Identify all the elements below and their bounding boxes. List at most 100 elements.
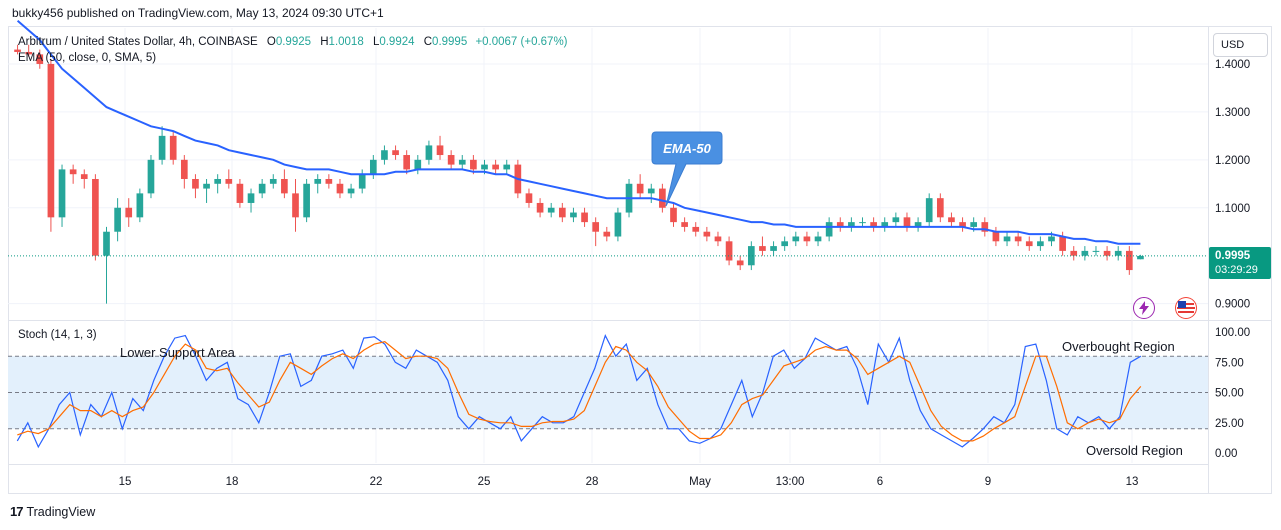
- candlesticks: [14, 44, 1144, 304]
- candle-body: [892, 217, 900, 223]
- candle-body: [303, 183, 310, 218]
- time-axis-divider: [8, 464, 1208, 465]
- candle-body: [158, 135, 166, 160]
- candle-body: [447, 155, 455, 165]
- candle-body: [92, 178, 99, 256]
- stoch-d-line: [17, 341, 1142, 442]
- candle-body: [214, 178, 222, 184]
- price-tick-label: 1.1000: [1215, 203, 1250, 215]
- candle-body: [58, 169, 66, 218]
- candle-body: [592, 222, 600, 232]
- candle-body: [759, 246, 766, 251]
- price-tick-label: 1.3000: [1215, 107, 1250, 119]
- candle-body: [703, 231, 711, 237]
- candle-body: [558, 207, 566, 218]
- candle-body: [236, 183, 244, 203]
- candle-body: [547, 207, 555, 213]
- candle-body: [458, 159, 466, 165]
- candle-body: [825, 222, 833, 237]
- candle-body: [80, 174, 88, 179]
- candle-body: [281, 178, 288, 194]
- stoch-lines: [16, 334, 1142, 449]
- candle-body: [69, 169, 77, 175]
- candle-body: [1070, 250, 1078, 256]
- candle-body: [481, 164, 488, 170]
- candle-body: [1003, 236, 1011, 242]
- candle-body: [936, 198, 944, 218]
- candle-body: [1059, 236, 1066, 251]
- candle-body: [770, 246, 777, 251]
- candle-body: [203, 183, 210, 189]
- price-tick-label: 1.4000: [1215, 59, 1250, 71]
- candle-body: [536, 202, 544, 213]
- stoch-tick-label: 75.00: [1215, 357, 1244, 369]
- ema-50-path: [16, 20, 1141, 245]
- candle-body: [948, 217, 955, 223]
- candle-body: [636, 183, 644, 194]
- candle-body: [992, 231, 1000, 242]
- price-axis-divider: [1208, 26, 1209, 494]
- candle-body: [670, 207, 677, 223]
- pane-divider: [8, 320, 1272, 321]
- candle-body: [736, 260, 744, 266]
- close-value: 0.9995: [432, 36, 468, 48]
- candle-body: [147, 159, 155, 194]
- candle-body: [1103, 250, 1111, 256]
- stoch-k-line: [16, 334, 1142, 449]
- candle-body: [369, 159, 377, 175]
- stoch-legend[interactable]: Stoch (14, 1, 3): [18, 329, 97, 341]
- candle-body: [314, 178, 322, 184]
- candle-body: [36, 54, 44, 64]
- time-tick-label: 13: [1126, 476, 1139, 488]
- candle-body: [125, 207, 133, 218]
- us-flag-icon[interactable]: [1175, 297, 1197, 319]
- candle-body: [581, 212, 588, 223]
- candle-body: [614, 212, 622, 237]
- tradingview-logo[interactable]: 17 TradingView: [10, 504, 95, 519]
- symbol-legend: Arbitrum / United States Dollar, 4h, COI…: [18, 36, 568, 48]
- candle-body: [603, 231, 611, 237]
- time-tick-label: 6: [877, 476, 883, 488]
- overbought-label: Overbought Region: [1062, 339, 1175, 354]
- candle-body: [1037, 241, 1044, 247]
- price-tick-label: 0.9000: [1215, 299, 1250, 311]
- candle-body: [570, 212, 577, 218]
- currency-button[interactable]: USD: [1213, 33, 1268, 57]
- candle-body: [436, 145, 444, 156]
- candle-body: [792, 236, 800, 242]
- lightning-icon[interactable]: [1133, 297, 1155, 319]
- time-tick-label: May: [689, 476, 711, 488]
- candle-body: [870, 222, 877, 227]
- candle-body: [814, 236, 822, 242]
- candle-body: [1137, 255, 1144, 260]
- candle-body: [1114, 250, 1122, 256]
- candle-body: [503, 164, 511, 170]
- candle-body: [1081, 250, 1089, 256]
- candle-body: [325, 178, 333, 184]
- candle-body: [1048, 236, 1055, 242]
- candle-body: [647, 188, 655, 194]
- stoch-tick-label: 50.00: [1215, 388, 1244, 400]
- stoch-band-fill: [8, 356, 1208, 429]
- candle-body: [925, 198, 933, 223]
- chart-frame: [8, 26, 1272, 494]
- price-tick-label: 1.2000: [1215, 155, 1250, 167]
- candle-body: [525, 193, 533, 203]
- change-value: +0.0067 (+0.67%): [475, 36, 568, 48]
- candle-body: [169, 135, 177, 160]
- candle-body: [747, 246, 755, 266]
- candle-body: [725, 241, 733, 261]
- ema-legend[interactable]: EMA (50, close, 0, SMA, 5): [18, 52, 157, 64]
- candle-body: [103, 231, 110, 256]
- candle-body: [692, 226, 700, 232]
- candle-body: [1025, 241, 1033, 247]
- candle-body: [781, 241, 789, 247]
- stoch-tick-label: 25.00: [1215, 418, 1244, 430]
- ema-callout: EMA-50: [651, 131, 723, 207]
- candle-body: [492, 164, 499, 170]
- ema-callout-text: EMA-50: [663, 141, 711, 156]
- oversold-label: Oversold Region: [1086, 443, 1183, 458]
- candle-body: [903, 217, 911, 227]
- candle-body: [981, 222, 989, 232]
